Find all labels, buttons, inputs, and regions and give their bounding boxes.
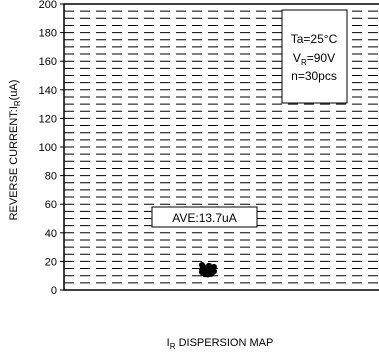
y-tick-label: 60 (45, 199, 57, 211)
y-tick-label: 40 (45, 228, 57, 240)
x-axis-label: IR DISPERSION MAP (167, 337, 274, 351)
average-label: AVE:13.7uA (172, 211, 237, 225)
y-tick-label: 180 (39, 28, 57, 40)
average-box: AVE:13.7uA (151, 206, 258, 228)
conditions-box: Ta=25°C VR=90V n=30pcs (281, 9, 348, 104)
data-point (207, 264, 213, 271)
y-tick-label: 80 (45, 171, 57, 183)
y-tick-label: 20 (45, 256, 57, 268)
y-axis-label: REVERSE CURRENT:IR(uA) (8, 80, 22, 221)
y-tick-label: 160 (39, 56, 57, 68)
y-tick-label: 120 (39, 113, 57, 125)
y-tick-label: 100 (39, 142, 57, 154)
y-tick-label: 200 (39, 0, 57, 11)
y-tick-label: 0 (51, 285, 57, 297)
temperature-label: Ta=25°C (291, 32, 338, 46)
sample-count-label: n=30pcs (291, 69, 337, 83)
y-axis-ticks: 0 20 40 60 80 100 120 140 160 180 200 (39, 0, 64, 297)
data-point (200, 267, 206, 274)
voltage-label: VR=90V (293, 51, 335, 67)
data-points (199, 261, 217, 278)
y-tick-label: 140 (39, 85, 57, 97)
